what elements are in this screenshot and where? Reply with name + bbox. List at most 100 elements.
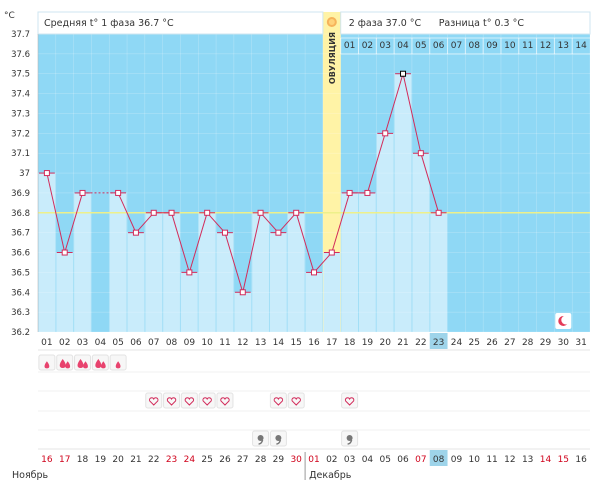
temperature-line-segment <box>135 212 155 234</box>
cycle-day-number: 30 <box>558 338 570 348</box>
calendar-date: 01 <box>308 455 319 465</box>
temperature-line-segment <box>384 73 404 134</box>
temperature-point[interactable] <box>204 209 211 216</box>
heart-cell <box>145 392 163 409</box>
temperature-point[interactable] <box>43 170 50 177</box>
calendar-date: 17 <box>59 455 70 465</box>
temperature-line-segment <box>206 212 226 234</box>
heart-icon[interactable] <box>273 397 284 406</box>
temperature-point[interactable] <box>221 229 228 236</box>
temperature-point[interactable] <box>435 209 442 216</box>
temperature-bar <box>74 192 91 332</box>
temperature-point[interactable] <box>257 209 264 216</box>
cycle-day-number: 09 <box>184 338 196 348</box>
calendar-date: 03 <box>344 455 355 465</box>
heart-icon[interactable] <box>149 397 159 406</box>
temperature-point[interactable] <box>364 189 371 196</box>
temperature-bar <box>359 192 376 332</box>
temperature-point[interactable] <box>400 70 407 77</box>
y-tick-label: 37.7 <box>11 30 30 40</box>
calendar-date: 22 <box>148 455 159 465</box>
temperature-point[interactable] <box>150 209 157 216</box>
calendar-date: 19 <box>95 455 107 465</box>
temperature-point[interactable] <box>239 289 246 296</box>
y-tick-label: 37.6 <box>11 50 30 60</box>
temperature-bar <box>412 153 430 332</box>
temperature-line-segment <box>242 212 262 293</box>
heart-cell <box>163 392 181 409</box>
temperature-bar <box>269 232 287 332</box>
temperature-point[interactable] <box>168 209 175 216</box>
temperature-bar <box>56 252 74 332</box>
temperature-point[interactable] <box>311 269 317 276</box>
calendar-date: 13 <box>522 455 533 465</box>
cycle-day-number: 17 <box>326 338 337 348</box>
drop-shape <box>65 361 71 369</box>
temperature-bar <box>323 252 341 332</box>
note-icon-tail <box>258 439 264 445</box>
temperature-point[interactable] <box>417 150 424 157</box>
drop-icon <box>115 361 121 369</box>
y-tick-label: 37.4 <box>11 90 30 100</box>
drop-icon <box>44 361 50 369</box>
temperature-point[interactable] <box>293 209 300 216</box>
current-date-highlight <box>429 450 448 466</box>
heart-icon[interactable] <box>291 397 301 406</box>
temperature-line-segment <box>260 212 279 234</box>
calendar-date: 28 <box>255 455 267 465</box>
phase2-day-number: 05 <box>415 41 426 51</box>
note-icon[interactable] <box>346 435 353 441</box>
cycle-day-number: 23 <box>433 338 444 348</box>
heart-icon[interactable] <box>220 397 230 406</box>
temperature-point[interactable] <box>132 229 139 236</box>
temperature-point[interactable] <box>61 249 68 256</box>
temperature-point[interactable] <box>79 189 86 196</box>
phase2-day-number: 06 <box>433 41 445 51</box>
cycle-day-number: 10 <box>201 338 213 348</box>
temperature-point[interactable] <box>275 229 282 236</box>
drop-icon <box>59 359 66 368</box>
temperature-point[interactable] <box>186 269 193 276</box>
temperature-point[interactable] <box>328 249 335 256</box>
moon-icon-cut <box>561 315 571 325</box>
calendar-date: 02 <box>326 455 337 465</box>
temperature-bar <box>198 212 216 332</box>
calendar-date: 09 <box>451 455 463 465</box>
y-axis-unit: °C <box>4 11 15 21</box>
drop-icon <box>83 361 88 369</box>
temperature-bar <box>430 212 448 332</box>
note-icon[interactable] <box>257 435 264 441</box>
cycle-day-number: 20 <box>379 338 391 348</box>
temperature-line-segment <box>313 252 333 273</box>
cycle-day-number: 18 <box>344 338 356 348</box>
cycle-day-number: 12 <box>237 338 248 348</box>
y-tick-label: 37.5 <box>11 70 30 80</box>
heart-cell <box>341 392 359 409</box>
calendar-date: 14 <box>540 455 552 465</box>
temperature-line-segment <box>295 212 315 273</box>
cycle-day-number: 15 <box>290 338 301 348</box>
note-icon[interactable] <box>275 435 282 441</box>
calendar-date: 05 <box>379 455 390 465</box>
temperature-point[interactable] <box>346 189 353 196</box>
phase2-day-number: 12 <box>540 41 551 51</box>
temperature-bar <box>234 292 252 332</box>
cycle-day-number: 28 <box>522 338 534 348</box>
phase2-day-number: 02 <box>362 41 373 51</box>
heart-icon[interactable] <box>202 397 212 406</box>
temperature-bar <box>109 192 127 332</box>
note-icon-tail <box>347 439 353 445</box>
cycle-day-number: 02 <box>59 338 70 348</box>
y-tick-label: 37.2 <box>11 129 30 139</box>
heart-icon[interactable] <box>344 397 355 406</box>
temperature-point[interactable] <box>382 130 389 137</box>
heart-icon[interactable] <box>166 397 177 406</box>
y-tick-label: 36.5 <box>11 268 30 278</box>
heart-icon[interactable] <box>184 397 195 406</box>
y-tick-label: 36.8 <box>11 209 30 219</box>
cycle-day-number: 13 <box>255 338 266 348</box>
cycle-day-number: 06 <box>130 338 142 348</box>
ovulation-column <box>322 12 341 332</box>
calendar-date: 26 <box>219 455 231 465</box>
temperature-point[interactable] <box>115 189 122 196</box>
